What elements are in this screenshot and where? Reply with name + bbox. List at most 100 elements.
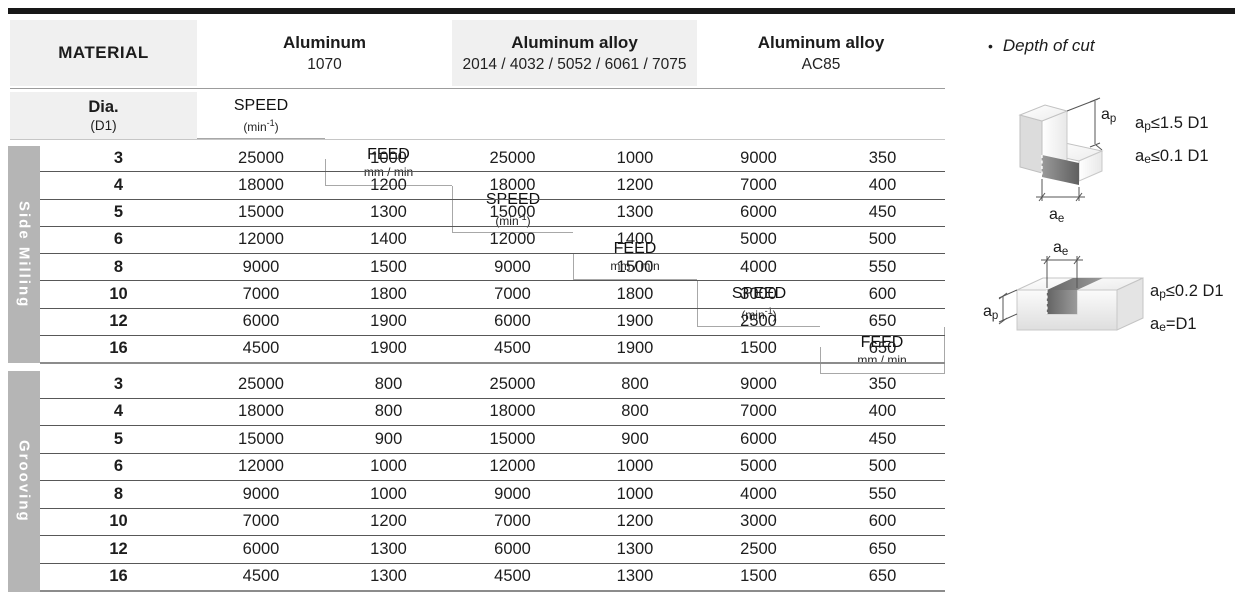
ae-dimension-label: ae xyxy=(1049,206,1064,225)
feed-cell: 1300 xyxy=(370,539,407,558)
speed-cell: 18000 xyxy=(238,402,284,421)
feed-cell: 1000 xyxy=(370,148,407,167)
feed-cell: 550 xyxy=(868,257,897,276)
speed-cell: 7000 xyxy=(494,284,531,303)
feed-cell: 400 xyxy=(868,175,897,194)
group-subtitle: AC85 xyxy=(801,56,841,73)
feed-cell: 1200 xyxy=(370,512,407,531)
speed-cell: 6000 xyxy=(494,539,531,558)
speed-cell: 7000 xyxy=(242,512,280,531)
speed-cell: 4000 xyxy=(740,257,777,276)
feed-cell: 1300 xyxy=(370,203,407,222)
feed-cell: 600 xyxy=(868,284,897,303)
feed-column-header: FEED mm / min xyxy=(573,233,697,280)
speed-cell: 25000 xyxy=(489,374,536,393)
feed-cell: 1500 xyxy=(616,257,654,276)
speed-cell: 9000 xyxy=(242,484,280,503)
formula-ae: ae≤0.1 D1 xyxy=(1135,147,1209,166)
speed-unit: (min-1) xyxy=(243,117,279,134)
speed-cell: 3000 xyxy=(740,284,777,303)
group-header-aluminum-alloy: Aluminum alloy 2014 / 4032 / 5052 / 6061… xyxy=(452,20,697,86)
speed-cell: 25000 xyxy=(489,148,536,167)
top-rule xyxy=(8,8,1235,14)
table-row: 16 4500 1300 4500 1300 1500 650 xyxy=(40,564,945,591)
ap-dimension-label: ap xyxy=(1101,106,1116,125)
dia-cell: 10 xyxy=(109,284,128,303)
grooving-formulas: ap≤0.2 D1 ae=D1 xyxy=(1150,276,1224,342)
feed-cell: 650 xyxy=(868,567,897,586)
feed-cell: 1400 xyxy=(616,230,654,249)
speed-cell: 18000 xyxy=(489,175,536,194)
group-header-aluminum-1070: Aluminum 1070 xyxy=(197,20,452,86)
groove-top-opening xyxy=(1047,278,1103,290)
speed-cell: 18000 xyxy=(238,175,284,194)
subheader-divider xyxy=(10,139,945,140)
feed-cell: 900 xyxy=(374,429,403,448)
side-milling-table-body: 3 25000 1000 25000 1000 9000 350 4 18000… xyxy=(40,145,945,364)
side-milling-depth-diagram: ap ae xyxy=(1018,97,1116,225)
speed-column-header: SPEED (min-1) xyxy=(197,92,325,139)
feed-cell: 650 xyxy=(868,339,897,358)
formula-ap: ap≤0.2 D1 xyxy=(1150,282,1224,301)
group-title: Aluminum alloy xyxy=(511,33,638,52)
section-label-text: Grooving xyxy=(15,440,33,523)
dia-cell: 6 xyxy=(113,230,124,249)
depth-of-cut-heading: • Depth of cut xyxy=(988,36,1095,56)
feed-cell: 400 xyxy=(868,402,897,421)
feed-cell: 800 xyxy=(374,374,403,393)
table-row: 4 18000 1200 18000 1200 7000 400 xyxy=(40,172,945,200)
dia-cell: 6 xyxy=(113,457,124,476)
section-label-side-milling: Side Milling xyxy=(8,146,40,363)
feed-cell: 1800 xyxy=(616,284,654,303)
dia-cell: 4 xyxy=(113,175,124,194)
feed-cell: 1000 xyxy=(616,457,654,476)
section-label-grooving: Grooving xyxy=(8,371,40,592)
speed-cell: 7000 xyxy=(494,512,531,531)
speed-cell: 1500 xyxy=(740,567,777,586)
table-row: 3 25000 1000 25000 1000 9000 350 xyxy=(40,145,945,173)
table-row: 4 18000 800 18000 800 7000 400 xyxy=(40,399,945,426)
speed-label: SPEED xyxy=(233,96,289,114)
material-label: MATERIAL xyxy=(58,43,149,62)
group-subtitle: 2014 / 4032 / 5052 / 6061 / 7075 xyxy=(462,56,687,73)
group-title: Aluminum alloy xyxy=(757,33,885,52)
table-row: 5 15000 1300 15000 1300 6000 450 xyxy=(40,200,945,227)
speed-cell: 9000 xyxy=(494,484,531,503)
ae-dimension-label: ae xyxy=(1053,239,1068,258)
speed-unit: (min-1) xyxy=(741,305,777,322)
speed-cell: 9000 xyxy=(494,257,531,276)
section-label-text: Side Milling xyxy=(15,200,33,309)
speed-cell: 6000 xyxy=(740,203,777,222)
speed-cell: 6000 xyxy=(242,539,280,558)
feed-cell: 1300 xyxy=(370,567,407,586)
grooving-table-body: 3 25000 800 25000 800 9000 350 4 18000 8… xyxy=(40,371,945,592)
groove-front-opening xyxy=(1047,290,1077,314)
speed-cell: 4500 xyxy=(494,339,531,358)
group-title: Aluminum xyxy=(282,33,367,52)
ap-dimension-label: ap xyxy=(983,303,998,322)
grooving-depth-diagram: ae ap xyxy=(983,239,1144,331)
feed-cell: 650 xyxy=(868,539,897,558)
block-left-face xyxy=(1019,114,1043,174)
speed-cell: 6000 xyxy=(740,429,777,448)
table-row: 8 9000 1000 9000 1000 4000 550 xyxy=(40,481,945,509)
dia-cell: 3 xyxy=(113,374,124,393)
dia-cell: 8 xyxy=(113,257,124,276)
bullet-icon: • xyxy=(988,38,993,54)
feed-cell: 500 xyxy=(868,230,897,249)
cut-surface xyxy=(1042,155,1079,185)
speed-cell: 4000 xyxy=(740,484,777,503)
speed-cell: 4500 xyxy=(494,567,531,586)
dia-cell: 5 xyxy=(113,429,124,448)
speed-cell: 25000 xyxy=(238,374,284,393)
feed-cell: 1300 xyxy=(616,567,654,586)
speed-cell: 12000 xyxy=(238,457,284,476)
table-row: 12 6000 1300 6000 1300 2500 650 xyxy=(40,536,945,564)
feed-cell: 600 xyxy=(868,512,897,531)
formula-ae: ae=D1 xyxy=(1150,315,1197,334)
table-row: 10 7000 1200 7000 1200 3000 600 xyxy=(40,509,945,536)
dia-cell: 12 xyxy=(109,312,128,331)
speed-cell: 9000 xyxy=(740,374,777,393)
depth-of-cut-title: Depth of cut xyxy=(1002,36,1095,55)
speed-cell: 12000 xyxy=(489,230,536,249)
